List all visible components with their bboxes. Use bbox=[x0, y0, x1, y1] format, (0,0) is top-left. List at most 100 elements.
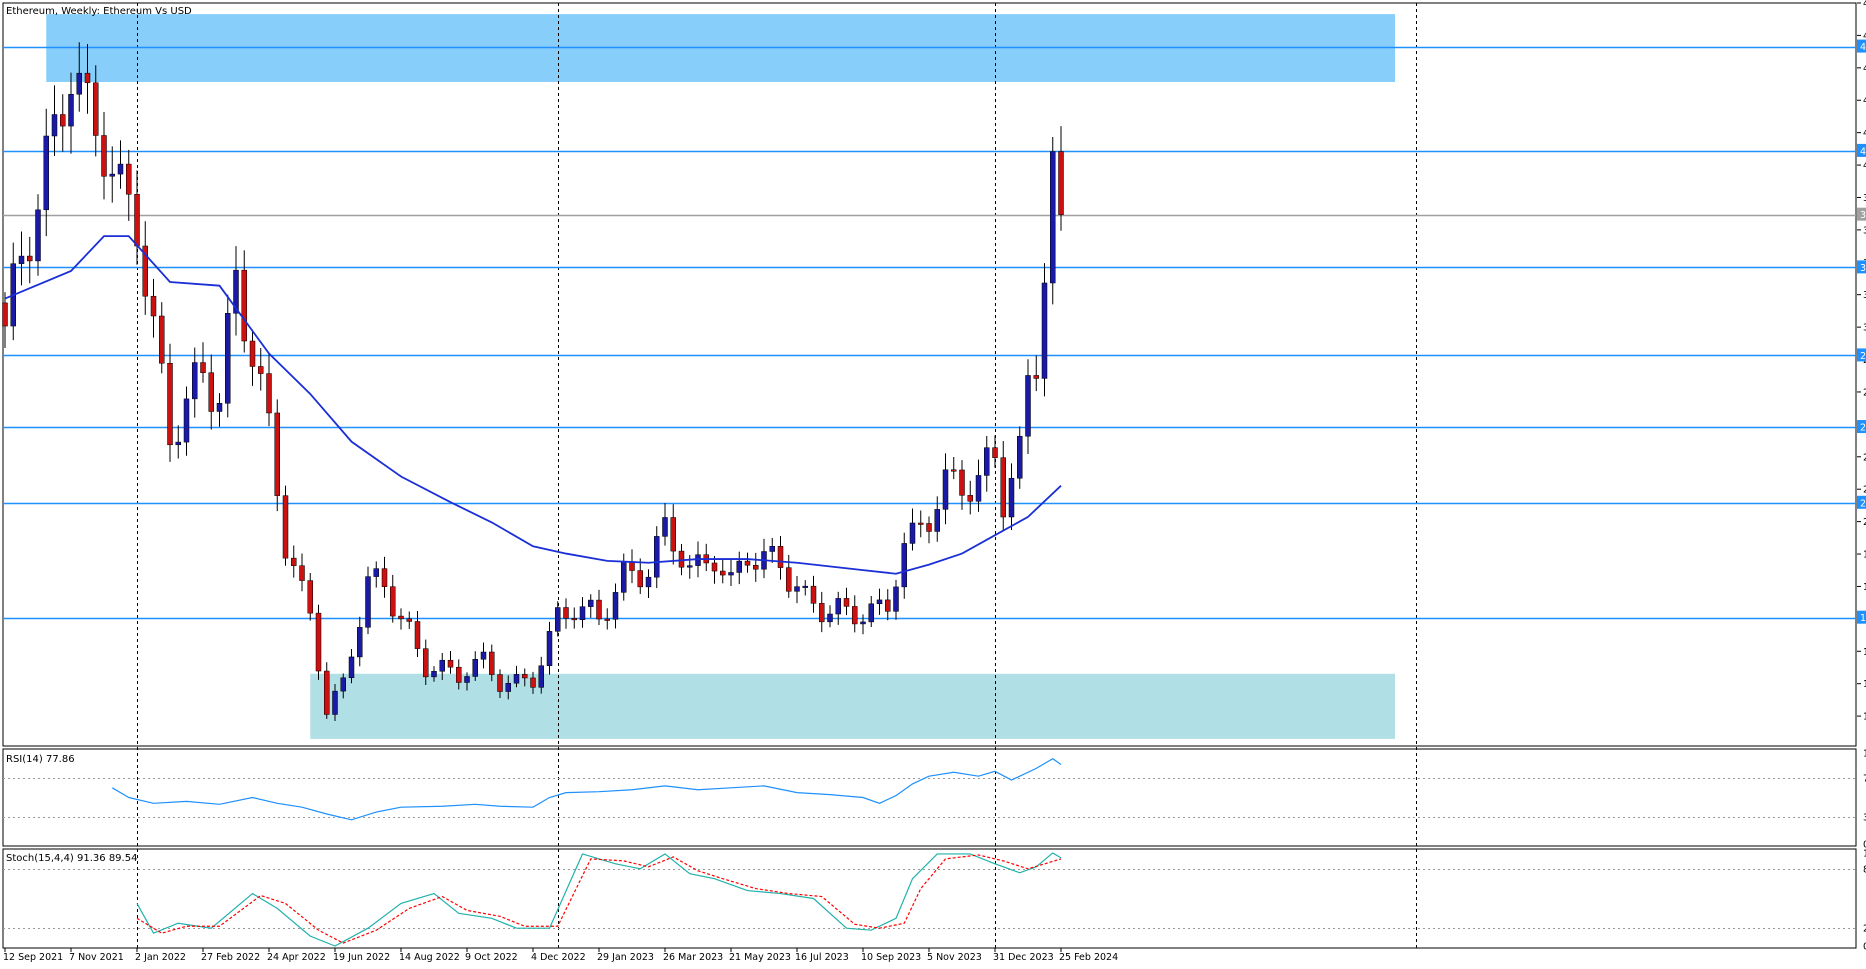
price-tag-bg bbox=[1857, 495, 1866, 509]
candle-body bbox=[777, 546, 784, 568]
y-tick-label: 1377.54 bbox=[1863, 647, 1866, 658]
candle-body bbox=[934, 509, 940, 532]
x-tick-label: 31 Dec 2023 bbox=[993, 952, 1054, 963]
y-tick-label: 1730.84 bbox=[1863, 582, 1866, 593]
zone-rect bbox=[310, 673, 1395, 739]
candle-body bbox=[497, 674, 503, 692]
candle-body bbox=[835, 598, 841, 615]
candle-body bbox=[258, 366, 264, 374]
candle-body bbox=[456, 666, 462, 683]
candle-body bbox=[612, 592, 619, 620]
price-tag-bg bbox=[1857, 260, 1866, 274]
candle-body bbox=[332, 690, 338, 715]
candle-body bbox=[175, 441, 181, 446]
price-tag-bg bbox=[1857, 207, 1866, 221]
candle-body bbox=[249, 340, 256, 367]
candle-body bbox=[76, 72, 82, 95]
candle-body bbox=[216, 403, 223, 412]
candle-body bbox=[687, 565, 693, 568]
candle-body bbox=[926, 523, 932, 532]
candle-body bbox=[802, 585, 808, 588]
candle-body bbox=[786, 567, 792, 592]
candle-body bbox=[893, 586, 899, 612]
y-tick-label: 3144.04 bbox=[1863, 323, 1866, 334]
candle-body bbox=[744, 560, 751, 566]
price-tag-label: 4104.47 bbox=[1860, 146, 1866, 157]
candle-body bbox=[241, 269, 247, 342]
candle-body bbox=[571, 618, 577, 621]
price-tag-label: 3469.65 bbox=[1860, 263, 1866, 274]
y-tick-label: 4733.89 bbox=[1863, 31, 1866, 42]
y-tick-label: 2260.79 bbox=[1863, 485, 1866, 496]
candle-body bbox=[431, 671, 437, 678]
y-tick-label: 4380.59 bbox=[1863, 96, 1866, 107]
candle-body bbox=[654, 536, 660, 578]
candle-body bbox=[951, 469, 957, 472]
y-tick-label: 4557.24 bbox=[1863, 63, 1866, 74]
candle-body bbox=[538, 665, 544, 688]
y-tick-label: 1907.49 bbox=[1863, 550, 1866, 561]
candle-body bbox=[588, 599, 594, 607]
candle-body bbox=[563, 607, 569, 619]
moving-average-line bbox=[4, 235, 1062, 575]
price-tag-bg bbox=[1857, 348, 1866, 362]
price-tag-label: 2186.76 bbox=[1860, 498, 1866, 509]
candle-body bbox=[274, 412, 280, 496]
stoch-line bbox=[136, 852, 1062, 947]
candle-body bbox=[753, 564, 759, 570]
candle-body bbox=[423, 648, 429, 678]
x-tick-label: 4 Dec 2022 bbox=[531, 952, 586, 963]
x-tick-label: 19 Jun 2022 bbox=[333, 952, 390, 963]
stoch-y-tick-label: 20.00 bbox=[1863, 924, 1866, 935]
candle-body bbox=[307, 580, 313, 614]
candle-body bbox=[192, 362, 198, 400]
candle-body bbox=[398, 615, 404, 620]
candle-body bbox=[291, 557, 297, 566]
candle-body bbox=[670, 517, 676, 552]
candle-body bbox=[200, 362, 206, 373]
candle-body bbox=[93, 82, 99, 136]
price-tag-bg bbox=[1857, 610, 1866, 624]
candle-body bbox=[167, 363, 173, 446]
candle-body bbox=[414, 621, 421, 649]
candle-body bbox=[324, 670, 330, 715]
candle-body bbox=[225, 313, 231, 404]
candle-body bbox=[43, 135, 49, 211]
candle-body bbox=[819, 603, 825, 623]
candle-body bbox=[621, 561, 627, 593]
candle-body bbox=[2, 302, 8, 327]
candle-body bbox=[604, 618, 610, 621]
candle-body bbox=[1033, 375, 1039, 379]
candle-body bbox=[282, 495, 289, 559]
candle-body bbox=[596, 599, 602, 620]
candle-body bbox=[439, 659, 445, 672]
candle-body bbox=[967, 495, 973, 502]
candle-body bbox=[1008, 477, 1015, 518]
y-tick-label: 1024.24 bbox=[1863, 712, 1866, 723]
candle-body bbox=[1025, 375, 1031, 437]
candle-body bbox=[51, 114, 58, 137]
candle-body bbox=[447, 659, 454, 668]
x-tick-label: 5 Nov 2023 bbox=[927, 952, 982, 963]
rsi-line bbox=[111, 757, 1062, 821]
candle-body bbox=[959, 469, 965, 496]
y-tick-label: 1200.89 bbox=[1863, 679, 1866, 690]
rsi-pane-frame bbox=[2, 748, 1857, 847]
price-tag-label: 2599.56 bbox=[1860, 423, 1866, 434]
candle-body bbox=[134, 194, 140, 247]
candle-body bbox=[315, 612, 322, 672]
candle-body bbox=[84, 72, 91, 84]
candle-body bbox=[340, 677, 346, 692]
candle-body bbox=[984, 447, 990, 476]
x-tick-label: 16 Jul 2023 bbox=[795, 952, 849, 963]
candle-body bbox=[909, 522, 916, 544]
x-tick-label: 29 Jan 2023 bbox=[597, 952, 654, 963]
x-tick-label: 24 Apr 2022 bbox=[267, 952, 326, 963]
candle-body bbox=[18, 255, 25, 264]
stoch-title: Stoch(15,4,4) 91.36 89.54 bbox=[6, 853, 137, 864]
candle-body bbox=[530, 677, 536, 688]
candle-body bbox=[464, 676, 470, 683]
stoch-line bbox=[136, 854, 1062, 944]
